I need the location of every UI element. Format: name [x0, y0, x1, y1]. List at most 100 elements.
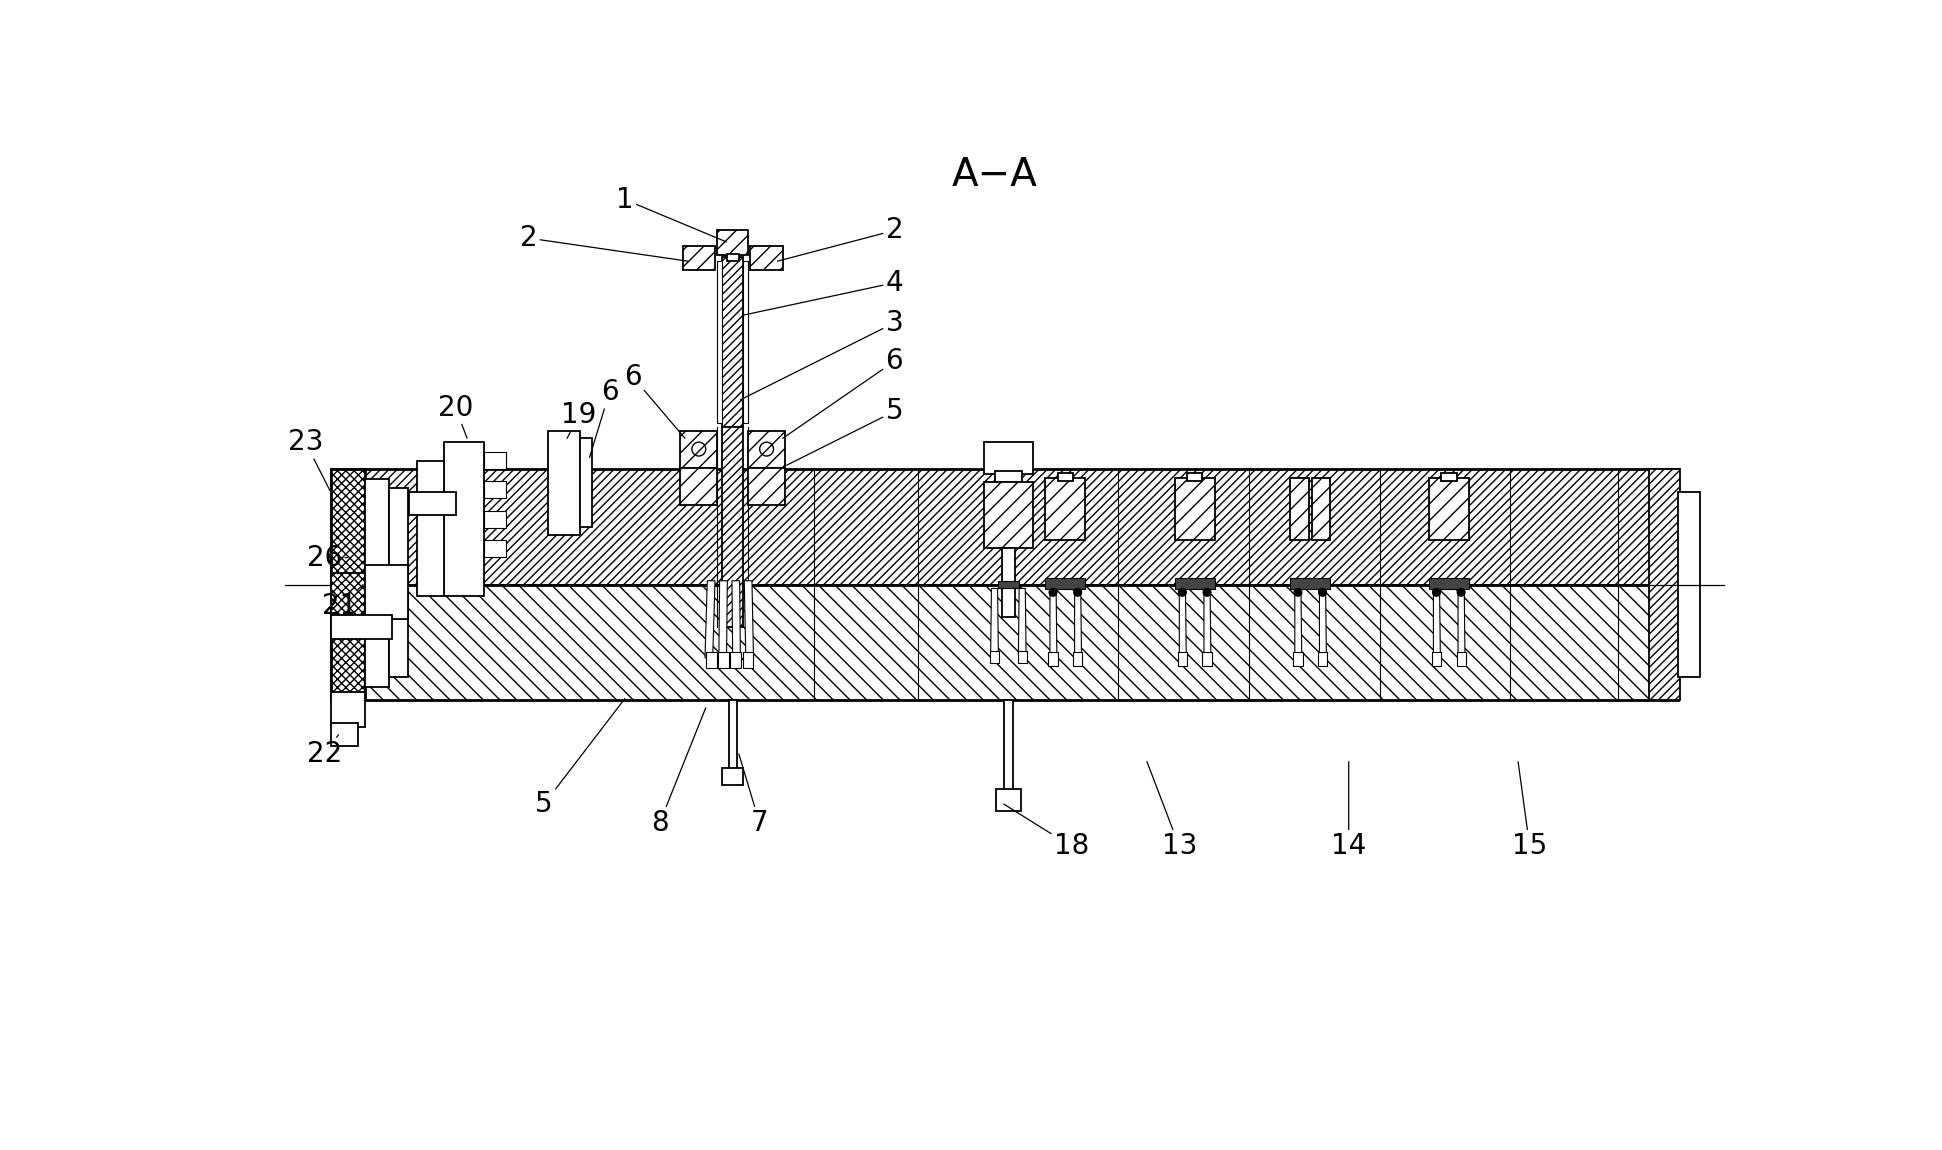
- Bar: [748, 468, 785, 505]
- Text: 13: 13: [1148, 761, 1196, 860]
- Bar: [722, 427, 744, 627]
- Circle shape: [1433, 589, 1441, 596]
- Polygon shape: [1179, 589, 1187, 656]
- Bar: [330, 469, 365, 700]
- Bar: [1202, 652, 1212, 666]
- Bar: [1074, 652, 1082, 666]
- Bar: [717, 230, 748, 255]
- Bar: [1045, 478, 1086, 540]
- Text: 14: 14: [1330, 761, 1367, 860]
- Bar: [365, 566, 408, 619]
- Bar: [722, 258, 744, 427]
- Bar: [1058, 473, 1074, 481]
- Bar: [484, 511, 505, 528]
- Bar: [445, 442, 484, 596]
- Bar: [994, 472, 1021, 482]
- Bar: [484, 540, 505, 557]
- Bar: [1045, 578, 1086, 589]
- Bar: [730, 652, 742, 668]
- Bar: [1441, 473, 1456, 481]
- Bar: [990, 651, 998, 664]
- Bar: [330, 584, 1678, 700]
- Polygon shape: [732, 581, 740, 658]
- Bar: [1289, 478, 1309, 540]
- Bar: [365, 480, 388, 687]
- Bar: [1456, 652, 1466, 666]
- Polygon shape: [990, 589, 998, 654]
- Circle shape: [1179, 589, 1187, 596]
- Bar: [680, 468, 717, 505]
- Circle shape: [1293, 589, 1301, 596]
- Bar: [1175, 578, 1216, 589]
- Bar: [1649, 469, 1680, 700]
- Polygon shape: [705, 581, 715, 658]
- Polygon shape: [719, 581, 728, 658]
- Bar: [985, 482, 1033, 547]
- Bar: [1175, 478, 1216, 540]
- Text: 19: 19: [561, 401, 596, 438]
- Text: 6: 6: [783, 347, 903, 438]
- Polygon shape: [1433, 589, 1441, 656]
- Bar: [1429, 478, 1468, 540]
- Bar: [1187, 473, 1202, 481]
- Bar: [330, 469, 1678, 584]
- Bar: [581, 438, 592, 527]
- Text: 21: 21: [322, 584, 363, 620]
- Circle shape: [1456, 589, 1464, 596]
- Bar: [705, 652, 717, 668]
- Bar: [750, 246, 783, 270]
- Bar: [1429, 578, 1468, 589]
- Bar: [742, 652, 753, 668]
- Bar: [1004, 700, 1014, 791]
- Bar: [719, 652, 728, 668]
- Circle shape: [1319, 589, 1326, 596]
- Bar: [722, 768, 744, 784]
- Bar: [748, 430, 785, 468]
- Bar: [1319, 652, 1326, 666]
- Bar: [1311, 478, 1330, 540]
- Text: 8: 8: [651, 707, 705, 837]
- Text: 20: 20: [437, 393, 474, 438]
- Bar: [1678, 492, 1699, 677]
- Bar: [1431, 652, 1441, 666]
- Bar: [388, 489, 408, 677]
- Text: 1: 1: [616, 185, 726, 242]
- Bar: [684, 246, 715, 270]
- Circle shape: [1074, 589, 1082, 596]
- Bar: [998, 581, 1020, 589]
- Bar: [985, 442, 1033, 475]
- Bar: [548, 430, 581, 535]
- Bar: [717, 261, 722, 423]
- Bar: [330, 723, 357, 746]
- Polygon shape: [1458, 589, 1464, 656]
- Polygon shape: [1074, 589, 1082, 656]
- Bar: [1293, 652, 1303, 666]
- Polygon shape: [1319, 589, 1326, 656]
- Text: 5: 5: [787, 398, 903, 466]
- Text: 22: 22: [307, 735, 342, 768]
- Bar: [1177, 652, 1187, 666]
- Circle shape: [1204, 589, 1212, 596]
- Polygon shape: [1204, 589, 1212, 656]
- Text: 15: 15: [1513, 761, 1548, 860]
- Bar: [484, 482, 505, 498]
- Text: 2: 2: [777, 216, 903, 261]
- Bar: [1002, 547, 1014, 616]
- Bar: [1049, 652, 1058, 666]
- Text: 4: 4: [744, 269, 903, 315]
- Bar: [726, 253, 738, 261]
- Circle shape: [1049, 589, 1056, 596]
- Bar: [728, 700, 736, 769]
- Bar: [1289, 578, 1330, 589]
- Text: 6: 6: [590, 378, 618, 458]
- Text: 2: 2: [520, 224, 687, 261]
- Bar: [484, 452, 505, 469]
- Polygon shape: [1018, 589, 1025, 654]
- Text: 26: 26: [307, 544, 348, 572]
- Text: 23: 23: [287, 428, 330, 492]
- Bar: [418, 461, 445, 596]
- Bar: [330, 692, 365, 727]
- Bar: [330, 573, 392, 615]
- Bar: [410, 492, 456, 515]
- Text: 7: 7: [738, 754, 769, 837]
